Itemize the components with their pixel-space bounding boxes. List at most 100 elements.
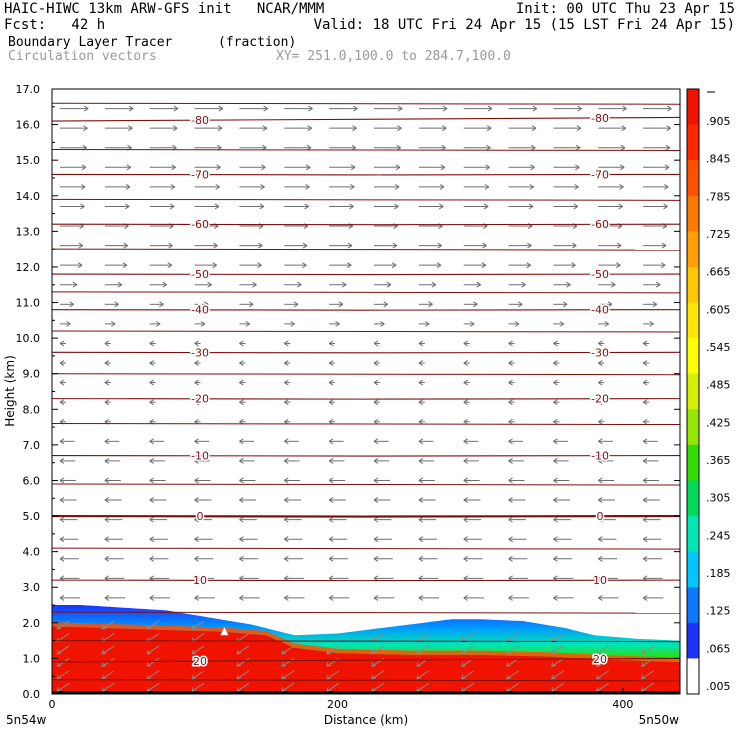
low-level-vectors (56, 620, 654, 692)
wind-vector-low-head (371, 662, 376, 667)
isotherm-label: 20 (193, 655, 207, 668)
wind-vector-head (571, 262, 576, 269)
wind-vector-low-head (641, 649, 646, 655)
wind-vector-head (576, 125, 582, 132)
wind-vector-low-head (281, 649, 287, 655)
wind-vector-head (104, 379, 110, 386)
wind-vector-head (508, 399, 513, 406)
isotherm-line-minor (52, 373, 680, 376)
wind-vector-low (461, 633, 475, 642)
wind-vector-head (239, 438, 244, 445)
wind-vector-head (553, 379, 558, 386)
wind-vector-head (346, 262, 352, 269)
wind-vector-head (104, 457, 110, 464)
wind-vector-head (373, 594, 379, 601)
y-tick-label: 14.0 (16, 190, 41, 203)
wind-vector-head (598, 555, 603, 562)
wind-vector-head (528, 203, 534, 210)
wind-vector-head (216, 164, 221, 171)
x-tick-label: 0 (49, 698, 56, 711)
wind-vector-low (281, 670, 295, 680)
wind-vector-head (149, 379, 154, 386)
field-name-label: Boundary Layer Tracer (8, 35, 173, 50)
wind-vector-head (373, 555, 379, 562)
wind-vector-low (641, 657, 654, 667)
wind-vector-head (349, 203, 354, 210)
colorbar-swatch (687, 231, 699, 268)
y-tick-label: 5.0 (23, 510, 41, 523)
wind-vector-head (239, 516, 244, 523)
wind-vector-head (284, 438, 289, 445)
wind-vector-low-head (281, 687, 287, 692)
wind-vector-head (373, 536, 379, 543)
wind-vector-low-head (281, 662, 287, 667)
wind-vector-head (69, 301, 74, 308)
terrain-marker (220, 627, 229, 636)
wind-vector-head (350, 164, 356, 171)
isotherm-label: -50 (591, 268, 609, 281)
wind-vector-head (463, 594, 468, 601)
wind-vector-low (551, 670, 564, 680)
wind-vector-head (508, 457, 513, 464)
wind-vector-head (59, 457, 65, 464)
wind-vector-head (392, 242, 398, 249)
wind-vector-head (572, 242, 577, 249)
isotherm-line-minor (52, 330, 680, 333)
wind-vector-low (146, 657, 160, 667)
wind-vector-head (239, 379, 244, 386)
wind-vector-head (431, 281, 437, 288)
wind-vector-head (212, 262, 217, 269)
isotherm-label: -80 (191, 114, 209, 127)
wind-vector-low (641, 682, 654, 692)
wind-vector-head (437, 242, 442, 249)
wind-vector-low-head (641, 674, 646, 680)
wind-vector-head (248, 301, 254, 308)
isotherm-line-minor (52, 149, 680, 151)
wind-vector-head (214, 203, 220, 210)
wind-vector-head (128, 105, 134, 112)
wind-vector-low (236, 645, 250, 655)
wind-vector-head (290, 320, 295, 327)
wind-vector-head (649, 320, 654, 327)
wind-vector-head (463, 536, 468, 543)
colorbar-swatch (687, 622, 699, 659)
wind-vector-head (484, 183, 490, 190)
wind-vector-head (642, 438, 648, 445)
colorbar-label: .785 (706, 190, 731, 203)
wind-vector-low (596, 682, 609, 692)
wind-vector-head (194, 555, 199, 562)
wind-vector-low (371, 670, 385, 680)
wind-vector-head (239, 399, 244, 406)
wind-vector-head (436, 262, 442, 269)
wind-vector-low-head (371, 674, 376, 680)
wind-vector-head (373, 399, 379, 406)
wind-vector-low-head (506, 649, 511, 655)
colorbar-swatch (687, 480, 699, 517)
wind-vector-head (59, 594, 65, 601)
wind-vector-head (463, 497, 468, 503)
wind-vector-low (191, 620, 205, 630)
wind-vector-head (168, 242, 173, 249)
wind-vector-head (397, 105, 403, 112)
wind-vector-head (642, 379, 648, 386)
wind-vector-head (239, 536, 244, 543)
wind-vector-head (218, 105, 224, 112)
wind-vector-head (575, 144, 581, 151)
wind-vector-head (149, 457, 154, 464)
wind-vector-head (521, 281, 526, 288)
wind-vector-head (59, 477, 65, 484)
wind-vector-head (622, 105, 627, 112)
wind-vector-head (530, 164, 535, 171)
wind-vector-head (508, 438, 513, 445)
isotherm-label: -20 (191, 393, 209, 406)
wind-vector-head (616, 242, 622, 249)
wind-vector-head (469, 320, 475, 327)
wind-vector-head (284, 399, 289, 406)
y-tick-label: 16.0 (16, 119, 41, 132)
wind-vector-head (260, 183, 265, 190)
wind-vector-low (146, 633, 160, 642)
wind-vector-head (514, 320, 520, 327)
wind-vector-head (642, 497, 648, 503)
wind-vector-low-head (596, 662, 601, 667)
wind-vector-head (473, 301, 478, 308)
